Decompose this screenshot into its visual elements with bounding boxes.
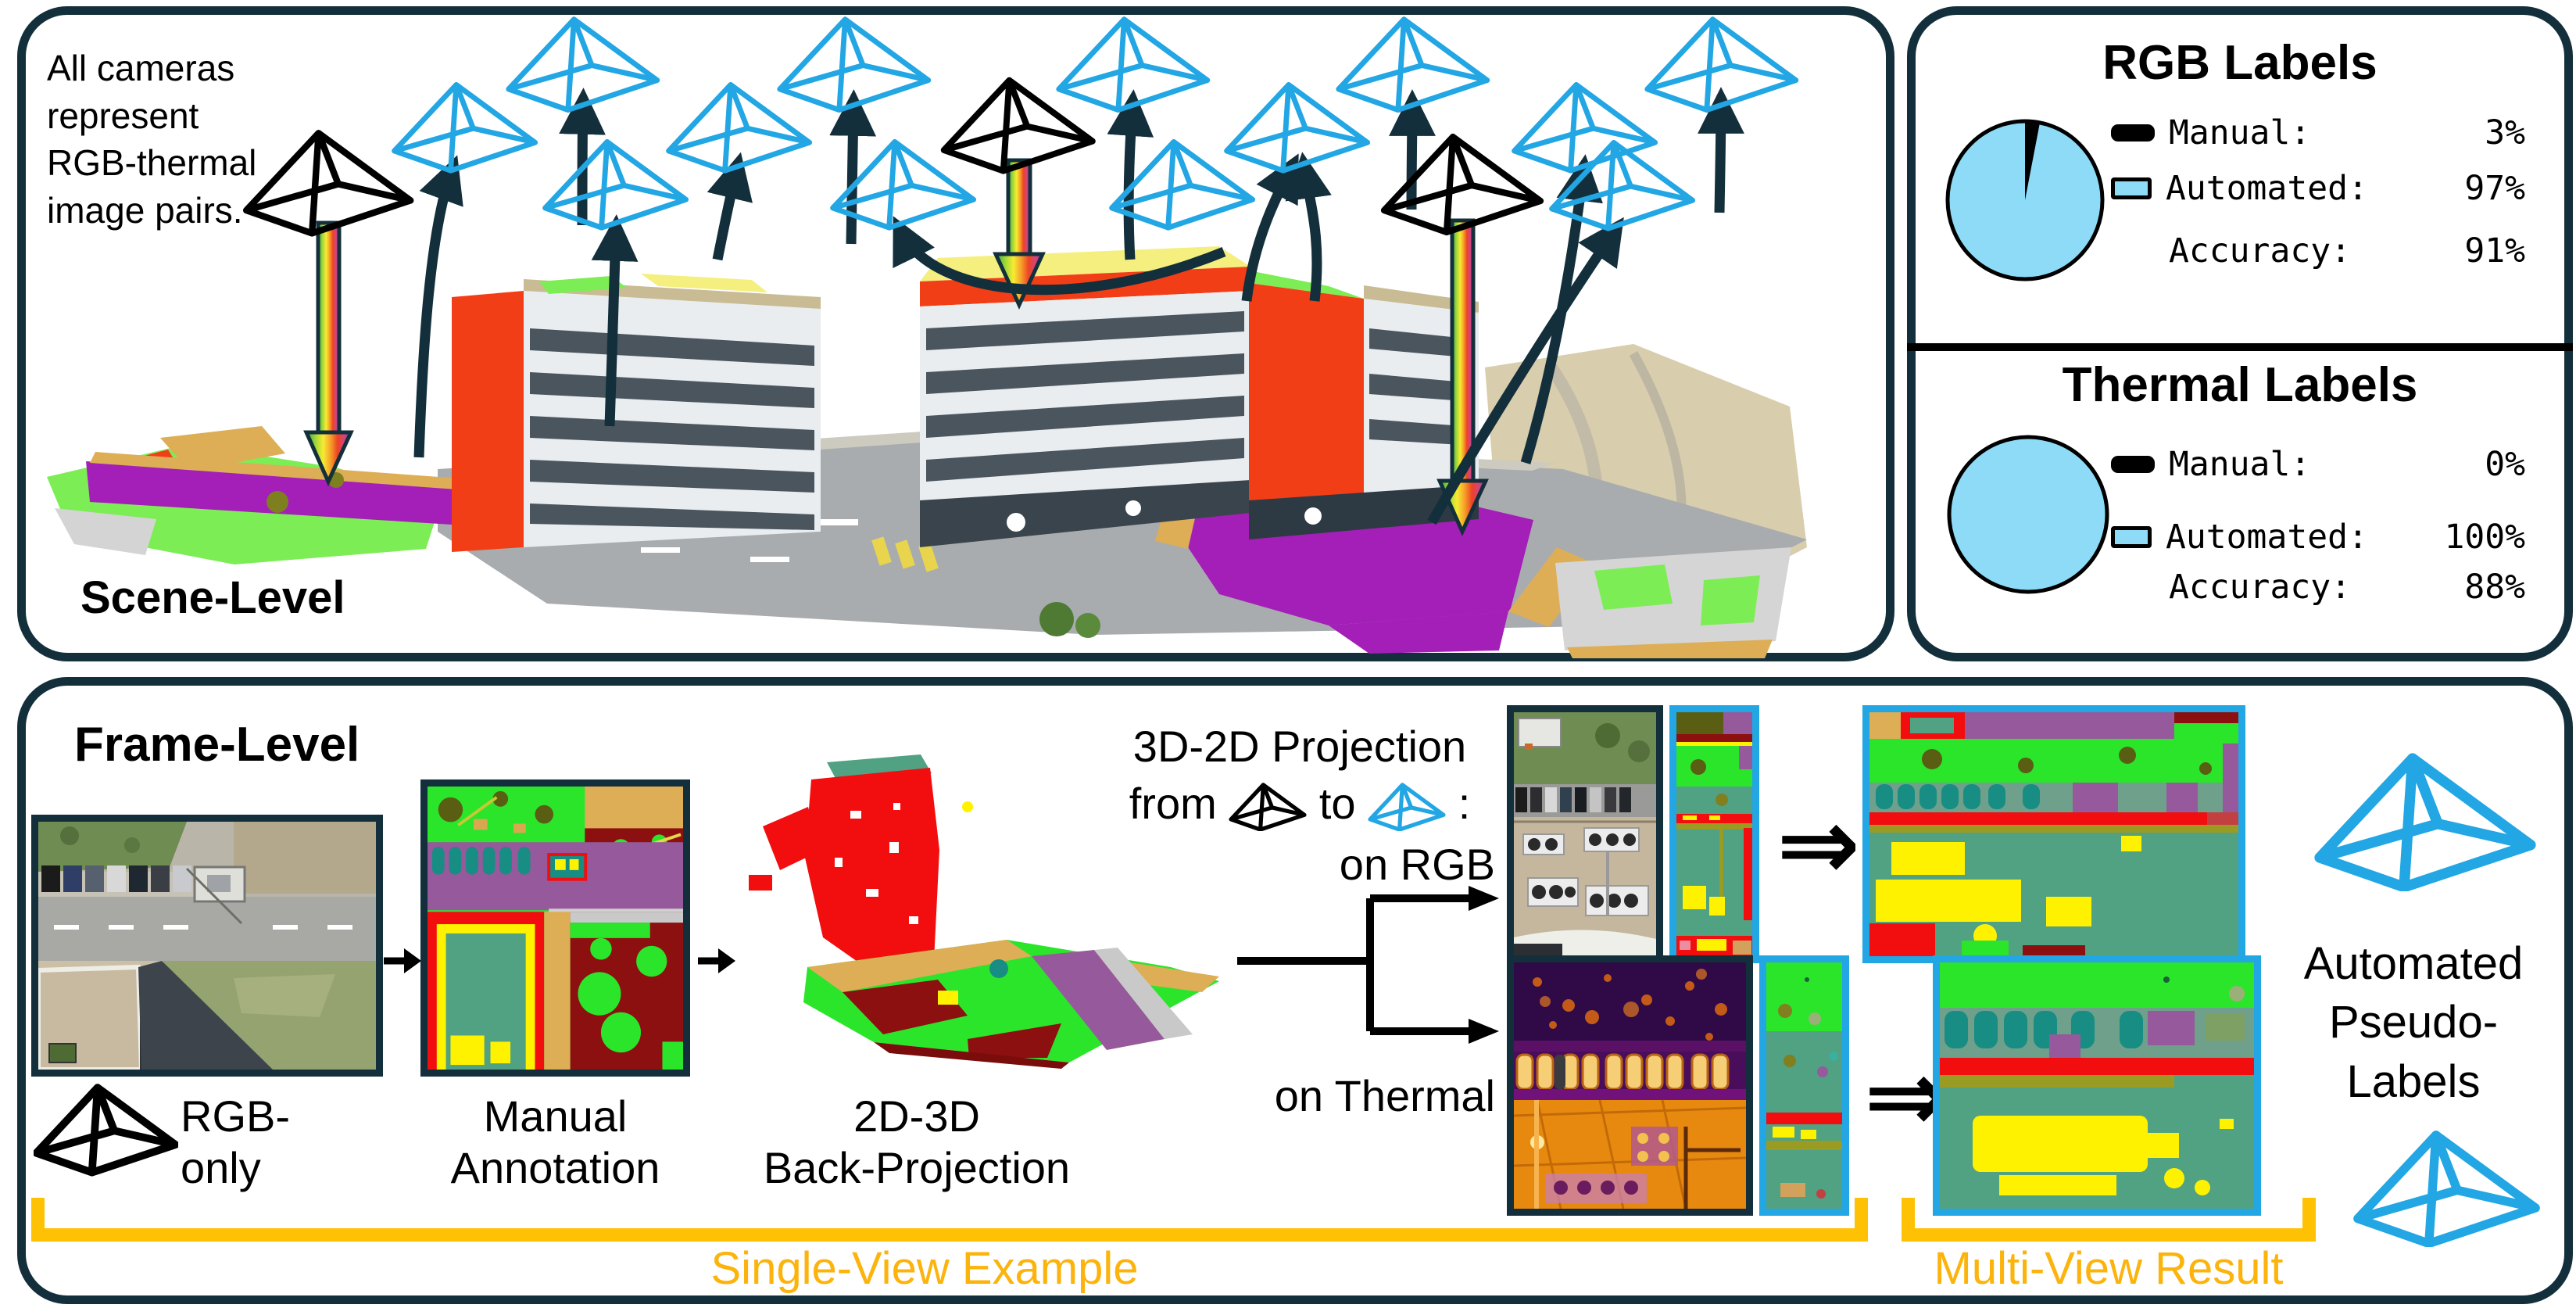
label-statistics-panel: RGB Labels Manual: 3% Automated: 97% Acc… xyxy=(1907,6,2573,661)
legend-row-automated: Automated: 97% xyxy=(2111,165,2525,212)
arrow-annotation-to-backprojection xyxy=(698,948,735,973)
legend-label: Automated: xyxy=(2166,169,2368,208)
on-rgb-label: on RGB xyxy=(1339,840,1495,889)
blue-camera-pyramid-set xyxy=(395,20,1796,229)
pseudo-label-camera-pyramid-top xyxy=(2312,752,2538,891)
scene-to-camera-arrows xyxy=(413,87,1744,525)
legend-value: 91% xyxy=(2464,231,2525,271)
automated-swatch xyxy=(2111,177,2152,199)
projection-branch-arrows xyxy=(1237,886,1499,1044)
scene-note: All cameras represent RGB-thermal image … xyxy=(47,48,257,231)
legend-value: 100% xyxy=(2444,518,2525,557)
pseudo-label-camera-pyramid-bottom xyxy=(2351,1130,2542,1247)
projection-title: 3D-2D Projection xyxy=(1132,722,1467,771)
pseudo-labels-caption: Automated Pseudo- Labels xyxy=(2303,938,2524,1107)
crosswalk-marks xyxy=(871,536,939,572)
projection-caption-line1: 3D-2D Projection xyxy=(1026,721,1573,772)
parked-cars xyxy=(41,865,191,892)
parked-cars xyxy=(1515,787,1631,812)
projected-rgb-segmentation xyxy=(1669,705,1759,963)
rgb-labels-pie-chart xyxy=(1945,119,2105,281)
scene-level-title: Scene-Level xyxy=(80,572,345,623)
multi-view-bracket xyxy=(1902,1198,2316,1242)
projection-beams xyxy=(303,158,1489,537)
thermal-labels-title: Thermal Labels xyxy=(2062,358,2418,412)
projected-rgb-photo xyxy=(1507,705,1663,963)
pie-slice-manual-3pct xyxy=(2025,121,2040,200)
frame-level-title: Frame-Level xyxy=(74,718,360,772)
on-thermal-label: on Thermal xyxy=(1274,1071,1495,1120)
rgb-only-label: RGB- only xyxy=(181,1091,290,1193)
thermal-labels-pie-chart xyxy=(1947,435,2109,594)
manual-swatch xyxy=(2111,124,2155,142)
legend-label: Accuracy: xyxy=(2169,231,2351,271)
legend-row-automated: Automated: 100% xyxy=(2111,514,2525,561)
multiview-rgb-pseudo-label xyxy=(1862,705,2245,963)
legend-row-accuracy: Accuracy: 88% xyxy=(2111,564,2525,611)
rgb-only-camera-pyramid xyxy=(34,1080,178,1178)
scene-point-cloud-illustration xyxy=(47,6,1807,658)
blue-camera-pyramid-icon xyxy=(1368,783,1446,831)
frame-level-panel: Frame-Level xyxy=(17,677,2573,1304)
multiview-thermal-pseudo-label xyxy=(1933,955,2261,1216)
legend-label: Automated: xyxy=(2166,518,2368,557)
back-projected-point-cloud xyxy=(749,754,1219,1069)
annotated-cars xyxy=(431,847,531,875)
panel-divider xyxy=(1907,343,2573,351)
legend-label: Manual: xyxy=(2169,113,2311,152)
arrow-photo-to-annotation xyxy=(384,948,421,973)
multi-view-caption: Multi-View Result xyxy=(1934,1243,2284,1294)
legend-row-manual: Manual: 3% xyxy=(2111,109,2525,156)
aerial-rgb-photo xyxy=(31,815,383,1077)
scene-level-panel: All cameras represent RGB-thermal image … xyxy=(17,6,1894,661)
legend-value: 88% xyxy=(2464,568,2525,607)
projection-colon: : xyxy=(1458,779,1471,828)
projected-thermal-segmentation xyxy=(1759,955,1849,1216)
single-view-bracket xyxy=(31,1198,1868,1242)
single-view-caption: Single-View Example xyxy=(710,1243,1139,1294)
legend-value: 0% xyxy=(2485,445,2525,484)
legend-value: 97% xyxy=(2464,169,2525,208)
manual-annotation-map xyxy=(420,779,690,1077)
legend-label: Manual: xyxy=(2169,445,2311,484)
projection-to: to xyxy=(1318,779,1356,828)
back-projection-label: 2D-3D Back-Projection xyxy=(763,1091,1071,1193)
legend-label: Accuracy: xyxy=(2169,568,2351,607)
manual-swatch xyxy=(2111,456,2155,473)
legend-row-manual: Manual: 0% xyxy=(2111,441,2525,488)
rgb-labels-title: RGB Labels xyxy=(2102,36,2377,90)
projection-caption-line2: from to : xyxy=(1026,778,1573,831)
projection-from: from xyxy=(1129,779,1217,828)
automated-swatch xyxy=(2111,526,2152,548)
legend-value: 3% xyxy=(2485,113,2525,152)
projected-thermal-photo xyxy=(1507,955,1753,1216)
implies-arrow-rgb: ⇒ xyxy=(1776,787,1861,903)
manual-annotation-label: Manual Annotation xyxy=(450,1091,660,1193)
black-camera-pyramid-icon xyxy=(1229,783,1307,831)
thermal-cars xyxy=(1515,1053,1730,1091)
legend-row-accuracy: Accuracy: 91% xyxy=(2111,228,2525,274)
